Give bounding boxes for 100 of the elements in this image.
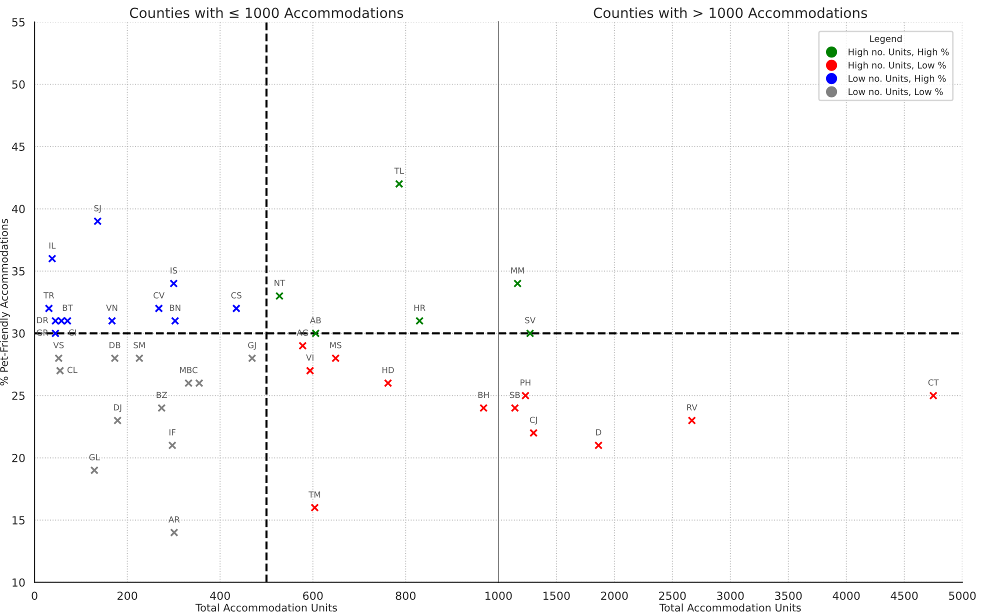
annotation: IS — [170, 267, 178, 274]
x-tick-label: 4500 — [890, 592, 918, 600]
annotation: VI — [306, 354, 314, 361]
point — [168, 441, 176, 450]
annotation: HR — [414, 304, 426, 311]
x-tick-label: 3500 — [775, 592, 802, 600]
point — [688, 416, 696, 425]
annotation: AR — [168, 516, 180, 522]
y-tick-label: 20 — [12, 454, 25, 462]
x-tick-label: 5000 — [949, 592, 976, 600]
annotation: PH — [520, 379, 530, 386]
x-tick-label: 1000 — [486, 592, 512, 600]
annotation: VN — [106, 304, 118, 311]
point — [521, 391, 530, 400]
annotation: SB — [510, 392, 520, 398]
point — [108, 316, 116, 326]
legend-label: Low no. Units, High % — [848, 74, 946, 84]
annotation: CV — [154, 292, 165, 298]
annotation: DR — [37, 317, 48, 324]
point — [157, 404, 166, 412]
point — [312, 329, 320, 338]
point — [479, 404, 488, 412]
annotation: TL — [394, 168, 404, 174]
point — [110, 354, 119, 362]
annotation: TR — [43, 292, 54, 298]
annotation: MBC — [180, 366, 198, 374]
point — [51, 329, 60, 338]
point — [90, 466, 99, 474]
annotation: BZ — [156, 392, 167, 398]
annotation: AG — [296, 330, 308, 336]
annotation: CI — [68, 329, 76, 336]
y-tick-label: 30 — [12, 329, 25, 338]
point — [113, 416, 122, 425]
point — [56, 366, 64, 375]
annotation: DJ — [114, 404, 122, 412]
x-tick-label: 400 — [210, 592, 230, 600]
point — [48, 254, 56, 263]
x-tick-label: 2000 — [601, 592, 628, 600]
legend-title: Legend — [870, 35, 902, 44]
y-tick-label: 40 — [12, 204, 25, 214]
point — [54, 354, 63, 362]
annotation: DB — [110, 342, 120, 348]
point — [195, 378, 204, 388]
annotation: SV — [525, 317, 536, 324]
y-tick-label: 10 — [12, 578, 25, 587]
chart-title: Counties with > 1000 Accommodations — [594, 7, 868, 18]
point — [248, 354, 256, 362]
point — [170, 279, 178, 288]
y-tick-label: 35 — [12, 267, 25, 276]
x-tick-label: 600 — [303, 592, 323, 600]
annotation: SJ — [94, 205, 101, 213]
legend-label: Low no. Units, Low % — [848, 88, 943, 96]
x-tick-label: 200 — [118, 592, 138, 600]
annotation: RV — [687, 404, 698, 410]
point — [384, 378, 392, 388]
x-axis-title: Total Accommodation Units — [659, 604, 801, 612]
annotation: HD — [382, 366, 394, 374]
annotation: AB — [310, 317, 321, 324]
x-tick-label: 800 — [396, 592, 416, 600]
point — [232, 304, 240, 313]
y-tick-label: 50 — [12, 80, 25, 89]
annotation: NT — [274, 280, 286, 286]
annotation: D — [596, 429, 602, 436]
annotation: MS — [330, 342, 342, 348]
y-tick-label: 25 — [12, 392, 25, 400]
point — [526, 329, 534, 338]
legend-label: High no. Units, High % — [848, 48, 949, 58]
point — [306, 366, 314, 375]
annotation: VS — [53, 342, 64, 348]
annotation: MM — [511, 267, 524, 274]
x-tick-label: 3000 — [717, 592, 744, 600]
annotation: GL — [89, 454, 100, 460]
point — [513, 279, 522, 288]
point — [529, 428, 538, 438]
annotation: CT — [928, 379, 939, 386]
point — [275, 292, 284, 300]
annotation: IL — [49, 242, 56, 249]
point — [93, 217, 102, 226]
y-tick-label: 45 — [12, 142, 25, 151]
x-tick-label: 2500 — [659, 592, 686, 600]
point — [594, 441, 603, 450]
annotation: GJ — [248, 342, 256, 350]
annotation: CJ — [530, 416, 537, 425]
x-tick-label: 1500 — [544, 592, 570, 600]
annotation: CL — [67, 366, 78, 374]
annotation: BN — [170, 304, 180, 311]
annotation: GR — [36, 329, 48, 336]
annotation: TM — [308, 492, 320, 498]
annotation: BT — [62, 304, 73, 311]
point — [44, 304, 54, 313]
point — [331, 354, 340, 362]
point — [929, 391, 938, 400]
point — [298, 342, 307, 350]
chart-title: Counties with ≤ 1000 Accommodations — [130, 7, 404, 18]
point — [310, 503, 319, 512]
annotation: IF — [170, 429, 176, 436]
point — [510, 404, 520, 412]
x-tick-label: 4000 — [832, 592, 860, 600]
legend-label: High no. Units, Low % — [848, 62, 946, 70]
point — [170, 316, 180, 326]
